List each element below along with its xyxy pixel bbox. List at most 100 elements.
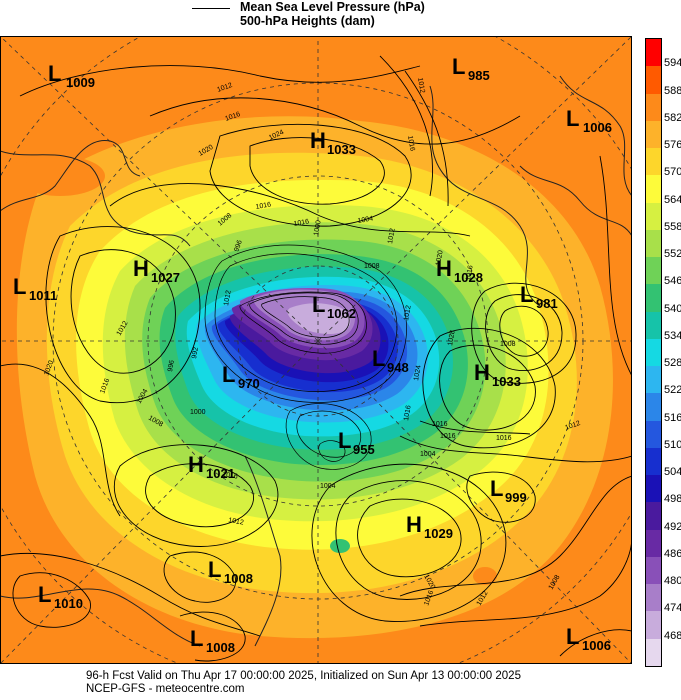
isobar-label: 1016 [293,218,310,228]
high-pressure-label: H 1021 [188,452,235,481]
colorbar-segment [646,611,661,640]
low-pressure-label: L 1006 [566,624,611,653]
isobar-label: 996 [233,239,244,252]
isobar-label: 1012 [387,228,397,245]
colorbar-segment [646,420,661,449]
svg-text:L: L [190,626,203,651]
svg-text:985: 985 [468,68,490,83]
colorbar-tick-label: 528 [664,357,681,370]
colorbar-tick-label: 516 [664,411,681,424]
colorbar-tick-label: 540 [664,302,681,315]
map-frame [0,36,632,664]
low-pressure-label: L 1011 [13,274,57,303]
colorbar-segment [646,311,661,340]
svg-text:981: 981 [536,296,558,311]
colorbar-tick-label: 534 [664,329,681,342]
svg-text:948: 948 [387,360,409,375]
svg-text:H: H [310,128,326,153]
svg-text:H: H [188,452,204,477]
svg-text:1008: 1008 [224,571,253,586]
colorbar-tick-label: 588 [664,84,681,97]
svg-text:L: L [566,624,579,649]
svg-text:1033: 1033 [327,142,356,157]
high-pressure-label: H 1027 [133,256,180,285]
colorbar-tick-label: 558 [664,220,681,233]
svg-text:H: H [133,256,149,281]
isobar-label: 1008 [364,263,380,270]
isobar-label: 1016 [432,421,448,428]
low-pressure-label: L 1008 [208,557,253,586]
height-colorbar [645,38,662,667]
svg-text:955: 955 [353,442,375,457]
low-pressure-label: L 955 [338,428,375,457]
isobar-label: 992 [191,347,200,360]
isobar-label: 1024 [413,365,423,382]
low-pressure-label: L 999 [490,476,527,505]
low-pressure-label: L 1010 [38,582,83,611]
colorbar-segment [646,120,661,149]
low-pressure-label: L 1062 [312,292,356,321]
high-pressure-label: H 1033 [474,360,521,389]
isobar-label: 1016 [255,201,272,211]
isobar-label: 1016 [224,111,241,123]
forecast-map: 1012 1016 1024 1020 1016 1012 1016 1008 … [0,36,632,664]
isobar-label: 1012 [228,517,245,527]
colorbar-tick-label: 510 [664,438,681,451]
map-legend: Mean Sea Level Pressure (hPa) 500-hPa He… [190,0,490,34]
svg-text:L: L [490,476,503,501]
height-contours [204,244,407,470]
colorbar-tick-label: 570 [664,166,681,179]
isobar-label: 1016 [440,433,456,440]
colorbar-segment [646,502,661,531]
svg-text:1010: 1010 [54,596,83,611]
isobar-label: 996 [167,360,176,373]
colorbar-segment [646,66,661,94]
pressure-systems: L 1009 L 985 H 1033 L 1006 H 1027 [13,54,612,655]
svg-text:L: L [520,282,533,307]
svg-text:1009: 1009 [66,75,95,90]
svg-text:L: L [338,428,351,453]
colorbar-segment [646,447,661,476]
colorbar-tick-label: 576 [664,139,681,152]
colorbar-segment [646,475,661,503]
isobar-label: 1012 [216,82,233,94]
svg-text:1006: 1006 [583,120,612,135]
svg-text:1011: 1011 [29,288,57,303]
colorbar-segment [646,529,661,558]
colorbar-tick-label: 504 [664,466,681,479]
legend-heights-label: 500-hPa Heights (dam) [240,14,375,28]
high-pressure-label: H 1029 [406,512,453,541]
low-pressure-label: L 981 [520,282,558,311]
colorbar-tick-label: 468 [664,629,681,642]
isobar-label: 1020 [435,250,445,267]
coastlines [0,75,632,647]
colorbar-tick-label: 480 [664,575,681,588]
svg-text:L: L [48,61,61,86]
svg-text:L: L [208,557,221,582]
colorbar-tick-label: 492 [664,520,681,533]
svg-text:H: H [436,256,452,281]
colorbar-tick-label: 594 [664,57,681,70]
colorbar-segment [646,366,661,394]
isobar-label: 1012 [223,290,233,307]
high-pressure-label: H 1033 [310,128,356,157]
warm-spot [15,156,105,196]
isobar-label: 1000 [313,220,323,237]
isobar-label: 1016 [222,471,239,481]
colorbar-segment [646,202,661,231]
low-pressure-label: L 985 [452,54,490,83]
colorbar-tick-label: 522 [664,384,681,397]
colorbar-segment [646,39,661,67]
colorbar-segment [646,229,661,258]
colorbar-tick-label: 486 [664,547,681,560]
isobar-label: 1016 [496,435,512,442]
svg-text:970: 970 [238,376,260,391]
svg-text:L: L [566,106,579,131]
isobar-labels: 1012 1016 1024 1020 1016 1012 1016 1008 … [43,77,581,607]
colorbar-tick-label: 564 [664,193,681,206]
map-canvas: 1012 1016 1024 1020 1016 1012 1016 1008 … [0,36,632,664]
svg-text:1028: 1028 [454,270,483,285]
forecast-valid-time: 96-h Fcst Valid on Thu Apr 17 00:00:00 2… [86,670,521,682]
isobar-label: 1012 [403,305,413,322]
isobar-label: 1016 [99,378,111,395]
